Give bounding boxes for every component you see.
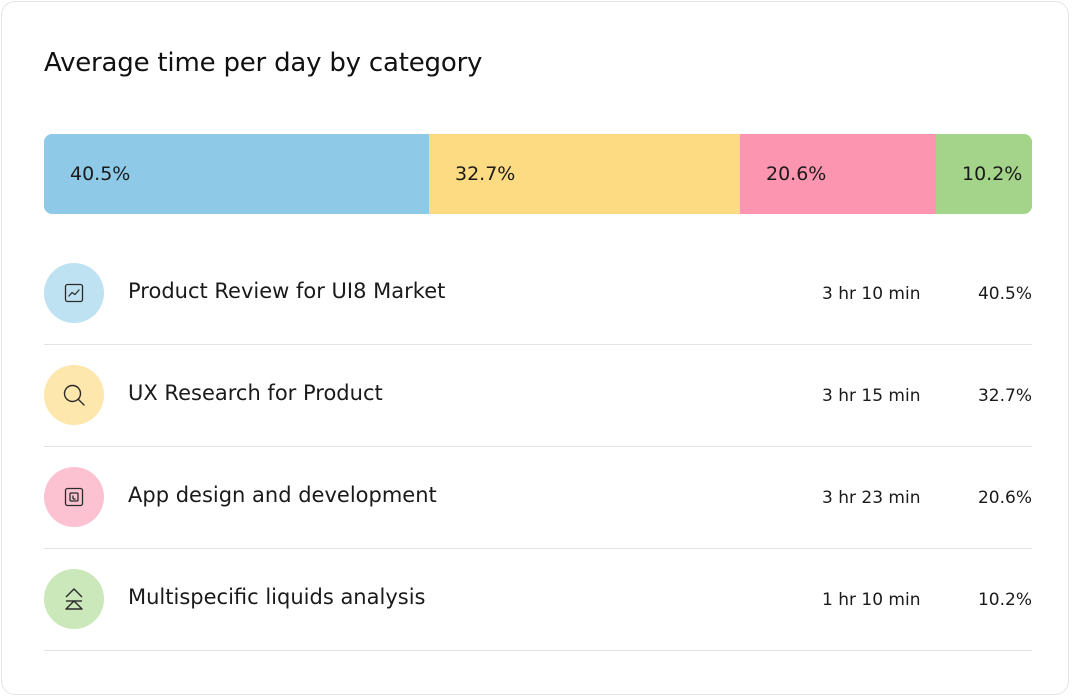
category-time: 3 hr 23 min bbox=[822, 488, 921, 508]
search-icon bbox=[44, 365, 104, 425]
category-time: 3 hr 10 min bbox=[822, 284, 921, 304]
category-percentage: 20.6% bbox=[977, 488, 1032, 508]
list-item[interactable]: Multispecific liquids analysis 1 hr 10 mi… bbox=[44, 549, 1032, 651]
layers-triangle-icon bbox=[44, 569, 104, 629]
bar-segment: 20.6% bbox=[740, 134, 936, 214]
category-percentage: 40.5% bbox=[977, 284, 1032, 304]
category-list: Product Review for UI8 Market 3 hr 10 min… bbox=[44, 243, 1032, 651]
bar-segment: 40.5% bbox=[44, 134, 429, 214]
chart-line-icon bbox=[44, 263, 104, 323]
design-frame-icon bbox=[44, 467, 104, 527]
bar-segment-label: 40.5% bbox=[70, 163, 131, 185]
bar-segment-label: 32.7% bbox=[455, 163, 516, 185]
bar-segment: 32.7% bbox=[429, 134, 740, 214]
category-percentage: 10.2% bbox=[977, 590, 1032, 610]
category-name: Multispecific liquids analysis bbox=[128, 585, 426, 609]
list-item[interactable]: Product Review for UI8 Market 3 hr 10 min… bbox=[44, 243, 1032, 345]
category-name: Product Review for UI8 Market bbox=[128, 279, 446, 303]
category-percentage: 32.7% bbox=[977, 386, 1032, 406]
chart-title: Average time per day by category bbox=[44, 48, 483, 78]
list-item[interactable]: App design and development 3 hr 23 min 20.… bbox=[44, 447, 1032, 549]
bar-segment-label: 10.2% bbox=[962, 163, 1023, 185]
category-time: 3 hr 15 min bbox=[822, 386, 921, 406]
stacked-percentage-bar: 40.5% 32.7% 20.6% 10.2% bbox=[44, 134, 1032, 214]
bar-segment-label: 20.6% bbox=[766, 163, 827, 185]
category-name: App design and development bbox=[128, 483, 437, 507]
category-name: UX Research for Product bbox=[128, 381, 383, 405]
category-time: 1 hr 10 min bbox=[822, 590, 921, 610]
bar-segment: 10.2% bbox=[936, 134, 1032, 214]
list-item[interactable]: UX Research for Product 3 hr 15 min 32.7% bbox=[44, 345, 1032, 447]
